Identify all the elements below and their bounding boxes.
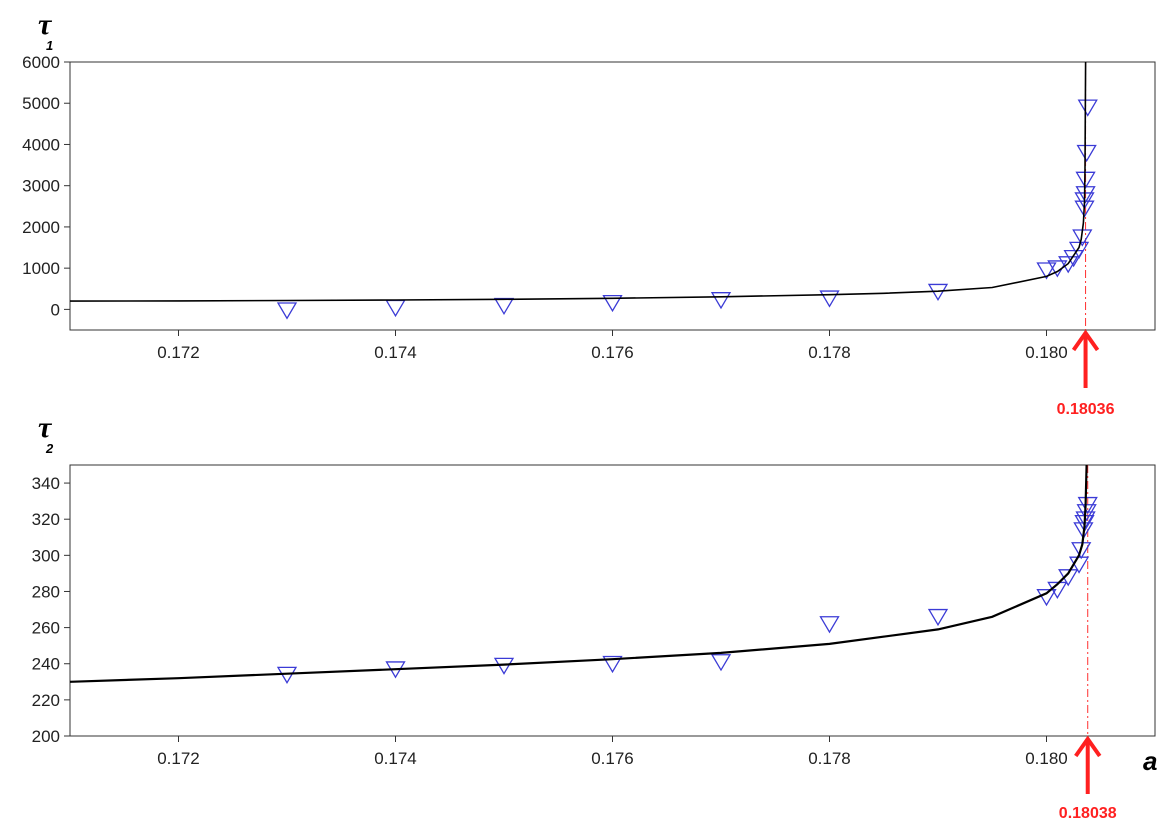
data-point bbox=[1036, 589, 1057, 607]
y-axis-label-subscript: 2 bbox=[45, 441, 54, 456]
data-point bbox=[1063, 249, 1084, 268]
y-axis-label: τ bbox=[38, 8, 53, 41]
y-tick-label: 3000 bbox=[22, 177, 60, 196]
y-tick-label: 1000 bbox=[22, 259, 60, 278]
plot-area-frame bbox=[69, 464, 1156, 737]
y-tick-label: 0 bbox=[51, 300, 60, 319]
data-point bbox=[1047, 581, 1068, 600]
critical-arrow-head bbox=[1071, 329, 1100, 352]
x-tick-label: 0.176 bbox=[591, 343, 634, 362]
chart-panel-tau2: 200 220 240 260 280 300 320 340 0.172 0.174 0.176 0… bbox=[32, 411, 1158, 822]
y-tick-label: 340 bbox=[32, 474, 60, 493]
x-tick-label: 0.180 bbox=[1025, 749, 1068, 768]
x-tick-label: 0.172 bbox=[157, 343, 200, 362]
chart-panel-tau1: 0 1000 2000 3000 4000 5000 6000 0.172 0.174 0.176… bbox=[22, 8, 1156, 418]
data-point bbox=[1077, 496, 1098, 515]
x-tick-label: 0.174 bbox=[374, 749, 417, 768]
data-point bbox=[819, 290, 840, 308]
plot-area-frame bbox=[69, 61, 1156, 331]
critical-value-label: 0.18038 bbox=[1059, 805, 1117, 822]
data-point bbox=[819, 616, 840, 634]
critical-arrow-head bbox=[1074, 735, 1102, 758]
data-point bbox=[1036, 262, 1057, 280]
data-point bbox=[927, 608, 949, 627]
y-tick-label: 4000 bbox=[22, 135, 60, 154]
y-tick-label: 220 bbox=[32, 691, 60, 710]
y-tick-label: 6000 bbox=[22, 53, 60, 72]
y-tick-label: 200 bbox=[32, 727, 60, 746]
y-tick-label: 280 bbox=[32, 582, 60, 601]
marks-layer bbox=[69, 61, 1100, 388]
marks-layer bbox=[69, 464, 1102, 794]
y-tick-label: 240 bbox=[32, 655, 60, 674]
data-point bbox=[1077, 99, 1098, 117]
x-tick-label: 0.172 bbox=[157, 749, 200, 768]
x-tick-label: 0.176 bbox=[591, 749, 634, 768]
data-point bbox=[1068, 241, 1090, 259]
data-point bbox=[493, 657, 515, 675]
data-point bbox=[276, 302, 298, 320]
data-point bbox=[602, 294, 623, 313]
y-tick-label: 320 bbox=[32, 510, 60, 529]
fit-curve bbox=[69, 61, 1087, 302]
y-tick-label: 260 bbox=[32, 619, 60, 638]
x-tick-label: 0.178 bbox=[808, 749, 851, 768]
y-tick-label: 5000 bbox=[22, 94, 60, 113]
y-tick-label: 2000 bbox=[22, 218, 60, 237]
y-axis-label-subscript: 1 bbox=[46, 38, 53, 53]
axes-layer: 0 1000 2000 3000 4000 5000 6000 0.172 0.174 0.176… bbox=[22, 53, 1068, 362]
data-point bbox=[1076, 144, 1097, 163]
data-point bbox=[385, 299, 406, 318]
axes-layer: 200 220 240 260 280 300 320 340 0.172 0.174 0.176 0… bbox=[32, 474, 1068, 768]
data-point bbox=[493, 297, 515, 316]
x-tick-label: 0.178 bbox=[808, 343, 851, 362]
x-tick-label: 0.174 bbox=[374, 343, 417, 362]
data-point bbox=[710, 654, 732, 672]
data-point bbox=[710, 292, 732, 310]
data-point bbox=[1071, 542, 1092, 560]
y-axis-label: τ bbox=[38, 411, 53, 444]
x-tick-label: 0.180 bbox=[1025, 343, 1068, 362]
x-axis-label: a bbox=[1143, 746, 1157, 776]
critical-value-label: 0.18036 bbox=[1057, 401, 1115, 418]
fit-curve bbox=[69, 464, 1088, 683]
data-point bbox=[602, 655, 623, 674]
y-tick-label: 300 bbox=[32, 546, 60, 565]
data-point bbox=[276, 666, 298, 684]
